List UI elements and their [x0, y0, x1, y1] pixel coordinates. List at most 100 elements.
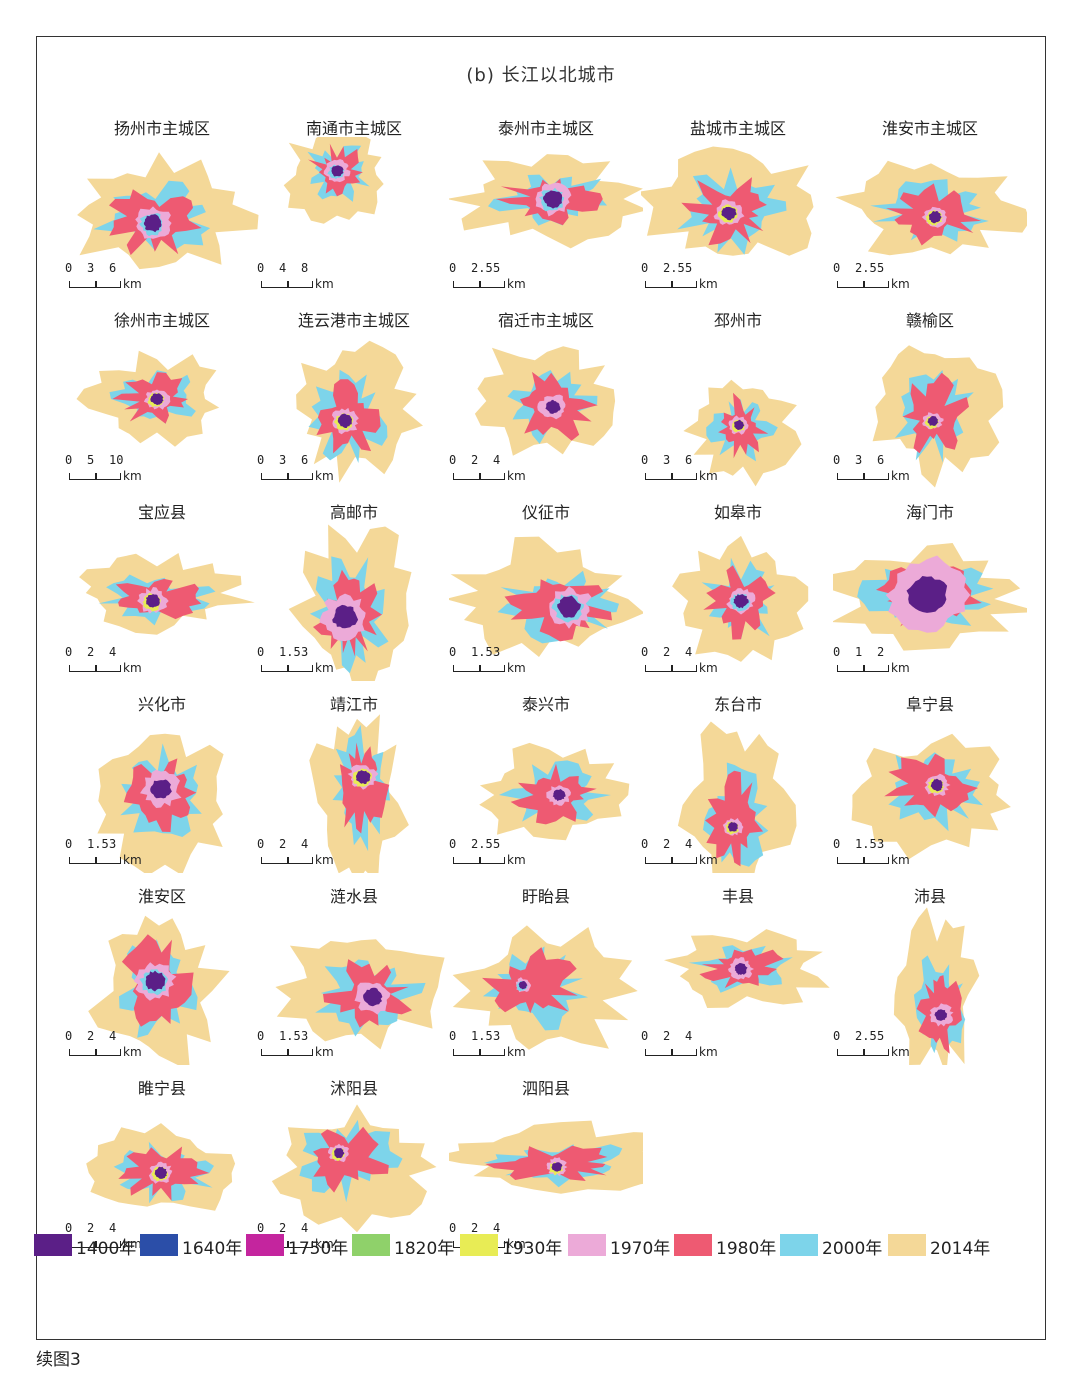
legend-swatch: [568, 1234, 606, 1256]
scale-tick-label: 0: [833, 837, 841, 851]
scale-tick-label: 0: [65, 261, 73, 275]
scale-mid-tick: [95, 281, 97, 288]
city-map-cell: 仪征市 0 1.5 3 km: [449, 499, 643, 689]
scale-tick-label: 2: [471, 453, 479, 467]
area-1400: [363, 987, 383, 1007]
city-map-cell: 丰县 0 2 4 km: [641, 883, 835, 1073]
city-map-cell: 沛县 0 2.5 5 km: [833, 883, 1027, 1073]
city-name: 高邮市: [329, 503, 378, 522]
scale-bar: 0 1.5 3 km: [449, 645, 569, 681]
legend-label: 1750年: [288, 1239, 349, 1259]
city-expansion-map: [683, 379, 802, 487]
city-map-cell: 海门市 0 1 2 km: [833, 499, 1027, 689]
scale-mid-tick: [863, 281, 865, 288]
figure-frame: (b) 长江以北城市 扬州市主城区 0 3 6 km 南通市主城区 0 4 8 km 泰州市主城区 0…: [36, 36, 1046, 1340]
scale-unit: km: [123, 661, 142, 675]
scale-tick-label: 3: [301, 1029, 309, 1043]
area-1400: [154, 1166, 168, 1179]
legend-swatch: [780, 1234, 818, 1256]
city-map-cell: 泰州市主城区 0 2.5 5 km: [449, 115, 643, 305]
scale-mid-tick: [95, 1241, 97, 1248]
city-name: 邳州市: [713, 311, 762, 330]
scale-mid-tick: [671, 857, 673, 864]
scale-bar: 0 2 4 km: [257, 1221, 377, 1257]
city-expansion-map: [474, 346, 616, 456]
city-map-cell: 高邮市 0 1.5 3 km: [257, 499, 451, 689]
city-map-cell: 淮安区 0 2 4 km: [65, 883, 259, 1073]
scale-bar: 0 2.5 5 km: [833, 261, 953, 297]
scale-tick-label: 0: [257, 645, 265, 659]
scale-tick-label: 3: [663, 453, 671, 467]
scale-tick-label: 5: [87, 453, 95, 467]
scale-tick-label: 4: [493, 453, 501, 467]
scale-mid-tick: [287, 473, 289, 480]
scale-tick-label: 4: [685, 837, 693, 851]
legend-swatch: [246, 1234, 284, 1256]
city-expansion-map: [833, 543, 1027, 651]
scale-tick-label: 6: [109, 261, 117, 275]
city-expansion-map: [449, 536, 643, 657]
city-map-cell: 淮安市主城区 0 2.5 5 km: [833, 115, 1027, 305]
scale-unit: km: [507, 469, 526, 483]
scale-tick-label: 6: [685, 453, 693, 467]
scale-tick-label: 4: [109, 645, 117, 659]
area-1980: [485, 1145, 608, 1181]
scale-tick-label: 4: [493, 1221, 501, 1235]
scale-tick-label: 0: [257, 1029, 265, 1043]
area-1400: [145, 970, 166, 992]
legend-label: 2014年: [930, 1239, 991, 1259]
city-map-cell: 阜宁县 0 1.5 3 km: [833, 691, 1027, 881]
scale-unit: km: [123, 1237, 142, 1251]
scale-tick-label: 2: [663, 645, 671, 659]
scale-unit: km: [315, 853, 334, 867]
scale-unit: km: [699, 661, 718, 675]
city-map-cell: 沭阳县 0 2 4 km: [257, 1075, 451, 1265]
scale-tick-label: 4: [109, 1029, 117, 1043]
scale-tick-label: 2.5: [663, 261, 685, 275]
scale-mid-tick: [95, 1049, 97, 1056]
legend-swatch: [352, 1234, 390, 1256]
scale-bar: 0 1.5 3 km: [65, 837, 185, 873]
figure-caption: 续图3: [36, 1350, 81, 1370]
city-name: 宿迁市主城区: [497, 311, 594, 330]
scale-bar: 0 1.5 3 km: [257, 1029, 377, 1065]
scale-mid-tick: [479, 473, 481, 480]
scale-tick-label: 5: [877, 1029, 885, 1043]
city-name: 阜宁县: [905, 695, 954, 714]
scale-tick-label: 1.5: [471, 645, 493, 659]
scale-unit: km: [699, 277, 718, 291]
city-name: 兴化市: [137, 695, 186, 714]
city-expansion-map: [76, 350, 220, 447]
legend-label: 1970年: [610, 1239, 671, 1259]
scale-tick-label: 0: [833, 261, 841, 275]
area-1400: [150, 393, 164, 406]
scale-mid-tick: [287, 281, 289, 288]
scale-mid-tick: [95, 857, 97, 864]
area-1400: [727, 821, 738, 832]
scale-unit: km: [315, 661, 334, 675]
city-expansion-map: [288, 524, 412, 681]
legend-swatch: [674, 1234, 712, 1256]
scale-tick-label: 2: [663, 1029, 671, 1043]
scale-tick-label: 3: [855, 453, 863, 467]
scale-unit: km: [699, 853, 718, 867]
scale-tick-label: 0: [65, 837, 73, 851]
scale-tick-label: 2: [471, 1221, 479, 1235]
city-name: 靖江市: [329, 695, 378, 714]
scale-unit: km: [507, 1237, 526, 1251]
city-map-cell: 涟水县 0 1.5 3 km: [257, 883, 451, 1073]
scale-tick-label: 4: [279, 261, 287, 275]
area-1400: [930, 778, 943, 792]
area-1400: [721, 206, 737, 221]
scale-tick-label: 5: [877, 261, 885, 275]
area-1980: [482, 947, 578, 1014]
area-1980: [902, 372, 969, 454]
scale-tick-label: 0: [641, 453, 649, 467]
scale-tick-label: 1: [855, 645, 863, 659]
scale-tick-label: 0: [257, 837, 265, 851]
scale-tick-label: 2.5: [471, 837, 493, 851]
city-map-cell: 南通市主城区 0 4 8 km: [257, 115, 451, 305]
legend-label: 1930年: [502, 1239, 563, 1259]
area-1400: [734, 963, 748, 975]
scale-unit: km: [507, 853, 526, 867]
